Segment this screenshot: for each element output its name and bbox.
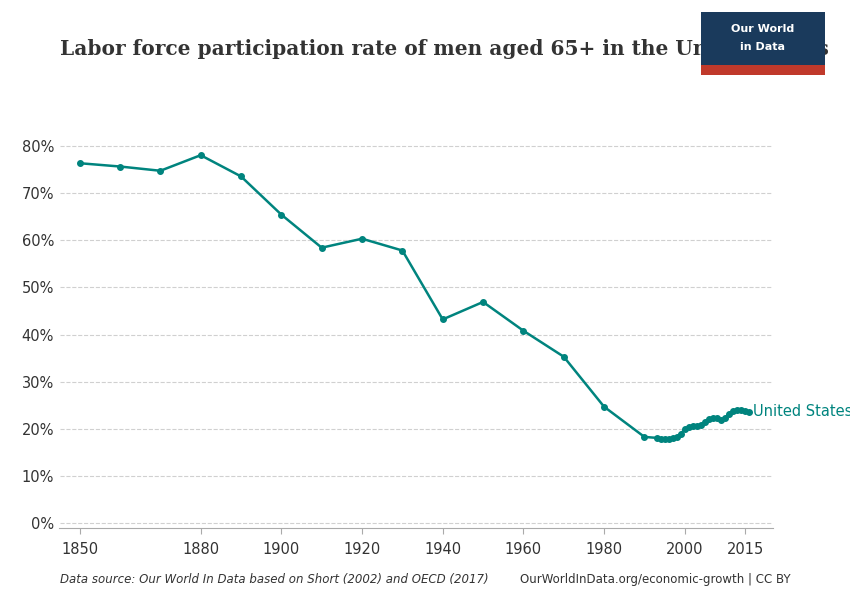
Text: United States: United States: [753, 404, 850, 419]
Point: [395, 246, 409, 256]
Point: [194, 151, 207, 160]
Point: [662, 434, 676, 444]
Point: [649, 433, 663, 443]
Point: [686, 421, 700, 430]
Point: [275, 210, 288, 220]
Point: [436, 314, 450, 324]
Point: [694, 421, 708, 430]
Point: [517, 326, 530, 335]
Point: [682, 422, 695, 432]
Point: [674, 429, 688, 439]
Point: [730, 405, 744, 415]
Point: [711, 413, 724, 423]
Point: [598, 402, 611, 412]
Point: [666, 434, 679, 443]
Point: [727, 406, 740, 416]
Point: [714, 416, 728, 425]
Point: [476, 297, 490, 307]
Point: [154, 166, 167, 176]
Point: [73, 158, 87, 168]
Point: [654, 434, 667, 444]
Point: [638, 432, 651, 442]
Point: [355, 234, 369, 244]
Point: [702, 415, 716, 424]
Point: [113, 162, 127, 172]
Point: [739, 406, 752, 416]
Point: [722, 409, 736, 419]
Point: [698, 418, 711, 427]
Text: Our World: Our World: [731, 24, 795, 34]
Point: [678, 425, 692, 434]
Point: [734, 406, 748, 415]
Text: OurWorldInData.org/economic-growth | CC BY: OurWorldInData.org/economic-growth | CC …: [520, 573, 791, 586]
Text: Labor force participation rate of men aged 65+ in the United States: Labor force participation rate of men ag…: [60, 39, 829, 59]
Point: [314, 243, 328, 253]
Point: [658, 434, 672, 444]
Point: [718, 413, 732, 422]
Point: [670, 432, 683, 442]
Point: [743, 407, 756, 417]
Point: [706, 413, 720, 422]
Text: in Data: in Data: [740, 42, 785, 52]
Point: [557, 352, 570, 361]
Text: Data source: Our World In Data based on Short (2002) and OECD (2017): Data source: Our World In Data based on …: [60, 573, 488, 586]
Point: [690, 421, 704, 430]
Point: [235, 172, 248, 181]
